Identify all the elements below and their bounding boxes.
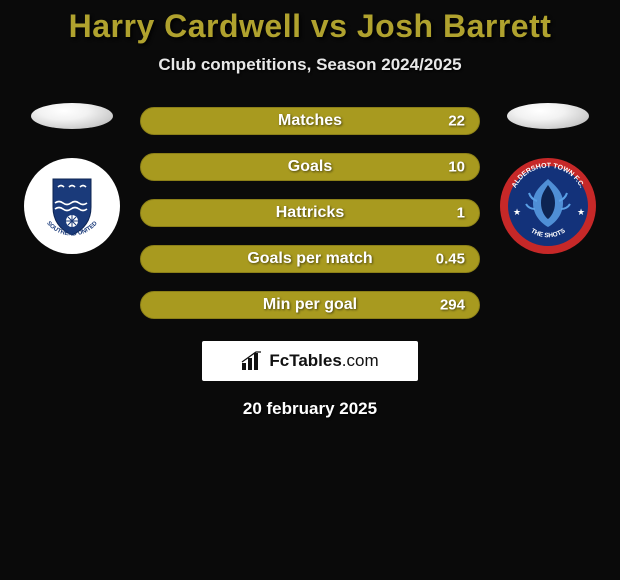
stat-value: 22	[448, 113, 465, 130]
comparison-card: Harry Cardwell vs Josh Barrett Club comp…	[0, 0, 620, 419]
stat-value: 1	[457, 205, 465, 222]
stat-label: Min per goal	[263, 296, 357, 314]
bar-chart-icon	[241, 351, 263, 371]
player2-photo-placeholder	[507, 103, 589, 129]
brand-logo[interactable]: FcTables.com	[202, 341, 418, 381]
content-row: SOUTHEND UNITED Matches 22 Goals 10 Hattrick…	[0, 103, 620, 319]
stat-value: 0.45	[436, 251, 465, 268]
stat-bar: Goals 10	[140, 153, 480, 181]
stat-label: Goals per match	[247, 250, 372, 268]
stat-bar: Hattricks 1	[140, 199, 480, 227]
brand-name: FcTables	[269, 351, 341, 370]
stat-label: Hattricks	[276, 204, 344, 222]
stat-bar: Matches 22	[140, 107, 480, 135]
player2-name: Josh Barrett	[357, 8, 552, 44]
player1-photo-placeholder	[31, 103, 113, 129]
stat-label: Matches	[278, 112, 342, 130]
stat-value: 294	[440, 297, 465, 314]
page-title: Harry Cardwell vs Josh Barrett	[0, 8, 620, 45]
stat-bars: Matches 22 Goals 10 Hattricks 1 Goals per matc…	[140, 107, 480, 319]
svg-text:★: ★	[513, 207, 521, 217]
left-side: SOUTHEND UNITED	[22, 103, 122, 255]
stat-label: Goals	[288, 158, 332, 176]
right-side: ALDERSHOT TOWN F.C.THE SHOTS★★	[498, 103, 598, 255]
player1-club-crest: SOUTHEND UNITED	[23, 157, 121, 255]
stat-bar: Goals per match 0.45	[140, 245, 480, 273]
snapshot-date: 20 february 2025	[0, 399, 620, 419]
stat-value: 10	[448, 159, 465, 176]
player2-club-crest: ALDERSHOT TOWN F.C.THE SHOTS★★	[499, 157, 597, 255]
player1-name: Harry Cardwell	[69, 8, 302, 44]
subtitle: Club competitions, Season 2024/2025	[0, 55, 620, 75]
brand-text: FcTables.com	[269, 351, 378, 371]
vs-word: vs	[311, 8, 348, 44]
stat-bar: Min per goal 294	[140, 291, 480, 319]
brand-suffix: .com	[342, 351, 379, 370]
svg-text:★: ★	[577, 207, 585, 217]
